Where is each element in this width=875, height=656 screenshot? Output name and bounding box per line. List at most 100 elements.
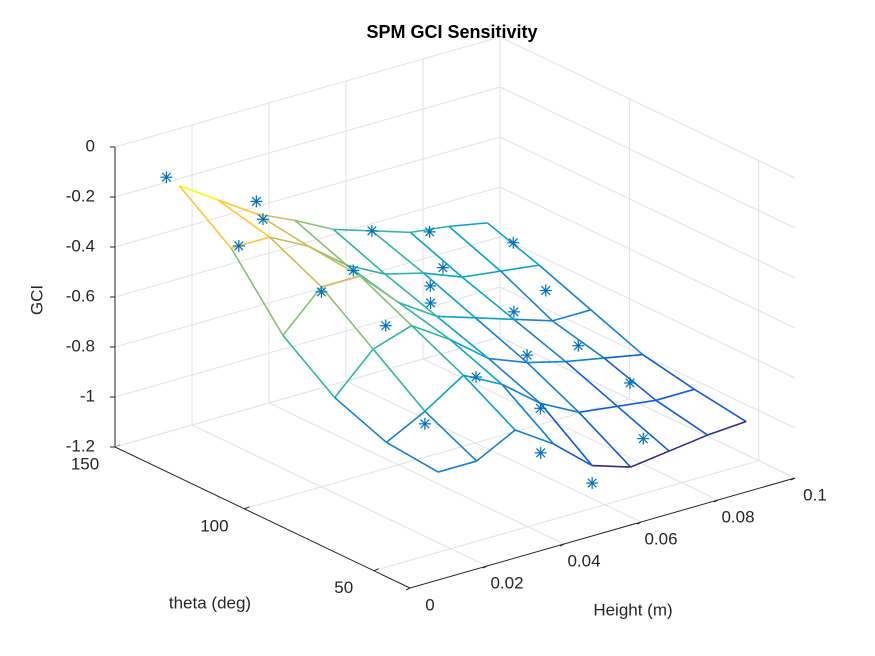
mesh-edge xyxy=(707,420,747,436)
mesh-edge xyxy=(385,441,439,473)
mesh-edge xyxy=(230,247,284,336)
data-point xyxy=(365,224,378,237)
z-tick-label: -1 xyxy=(80,386,95,405)
mesh-edge xyxy=(371,230,425,274)
data-point xyxy=(637,432,650,445)
marker-stroke xyxy=(638,433,648,444)
mesh-edge xyxy=(539,402,593,467)
grid-line xyxy=(114,336,501,448)
mesh-edge xyxy=(217,199,271,238)
axis-line xyxy=(409,477,796,589)
marker-stroke xyxy=(251,196,262,207)
mesh-edge xyxy=(500,270,553,322)
mesh-edge xyxy=(372,348,426,412)
grid-line xyxy=(114,36,501,148)
marker-stroke xyxy=(509,307,519,317)
marker-stroke xyxy=(425,298,436,308)
marker-stroke xyxy=(316,287,327,297)
z-tick-label: -0.2 xyxy=(66,186,95,205)
marker-stroke xyxy=(381,320,391,331)
grid-line xyxy=(422,358,719,501)
mesh-edge xyxy=(384,273,438,317)
mesh-edge xyxy=(269,236,309,247)
data-point xyxy=(507,305,520,318)
grid-line xyxy=(244,398,630,510)
grid-line xyxy=(114,186,501,298)
marker-stroke xyxy=(367,226,377,236)
mesh-edge xyxy=(321,275,361,288)
mesh-edge xyxy=(359,275,413,327)
marker-stroke xyxy=(625,378,635,388)
grid-line xyxy=(373,460,759,572)
mesh-edge xyxy=(540,402,580,414)
z-tick-label: 0 xyxy=(86,136,95,155)
grid-line xyxy=(191,424,488,567)
mesh-edge xyxy=(398,301,438,318)
y-tick-label: 50 xyxy=(334,578,353,597)
mesh-edge xyxy=(411,324,451,341)
mesh-edge xyxy=(359,275,399,304)
mesh-edge xyxy=(630,450,670,468)
mesh-edge xyxy=(411,325,464,376)
mesh-edge xyxy=(178,185,232,249)
marker-stroke xyxy=(425,281,435,291)
axis-line xyxy=(114,446,411,589)
marker-stroke xyxy=(471,372,481,382)
mesh-edge xyxy=(565,360,618,407)
mesh-edge xyxy=(693,388,747,423)
marker-stroke xyxy=(508,238,518,248)
chart-title: SPM GCI Sensitivity xyxy=(366,22,537,42)
marker-stroke xyxy=(535,403,546,414)
y-tick-label: 100 xyxy=(200,516,228,535)
mesh-edge xyxy=(423,272,463,278)
y-tick-label: 150 xyxy=(71,454,99,473)
mesh-edge xyxy=(513,318,567,363)
x-tick-label: 0.06 xyxy=(644,529,677,548)
mesh-edge xyxy=(269,236,322,288)
mesh-edge xyxy=(332,228,386,275)
mesh-edge xyxy=(397,301,451,341)
data-point xyxy=(315,285,328,298)
marker-stroke xyxy=(522,350,532,360)
grid-line xyxy=(499,36,796,179)
mesh-edge xyxy=(592,464,631,468)
mesh-edge xyxy=(538,264,592,311)
mesh-edge xyxy=(449,338,503,385)
mesh-edge xyxy=(449,338,489,360)
data-point xyxy=(539,284,552,297)
mesh-edge xyxy=(424,410,478,462)
mesh-edge xyxy=(371,230,411,234)
grid-line xyxy=(499,136,796,279)
grid-line xyxy=(345,380,642,523)
data-point xyxy=(424,297,437,310)
data-point xyxy=(347,264,360,277)
mesh-edge xyxy=(385,410,426,443)
mesh-edge xyxy=(655,388,695,402)
tick-mark xyxy=(373,568,379,572)
mesh-edge xyxy=(461,276,515,320)
mesh-edge xyxy=(423,272,476,319)
x-tick-label: 0.04 xyxy=(567,551,600,570)
grid-line xyxy=(114,86,501,198)
mesh-edge xyxy=(565,357,605,363)
mesh-edge xyxy=(385,272,424,275)
mesh-edge xyxy=(448,222,488,228)
grid-line xyxy=(499,236,796,379)
marker-stroke xyxy=(438,262,448,273)
mesh-edge xyxy=(476,429,516,462)
data-point xyxy=(507,236,520,249)
mesh-edge xyxy=(333,228,372,232)
mesh-edge xyxy=(527,360,566,364)
marker-stroke xyxy=(258,214,268,224)
data-point xyxy=(160,171,173,184)
mesh-edge xyxy=(501,383,541,405)
mesh-edge xyxy=(294,219,334,231)
z-tick-label: -0.4 xyxy=(66,236,95,255)
mesh-edge xyxy=(500,264,540,272)
marker-stroke xyxy=(234,241,244,251)
mesh-edge xyxy=(590,309,644,356)
data-point xyxy=(250,195,263,208)
marker-stroke xyxy=(535,448,546,458)
mesh-edge xyxy=(436,315,476,319)
mesh-edge xyxy=(578,405,618,414)
